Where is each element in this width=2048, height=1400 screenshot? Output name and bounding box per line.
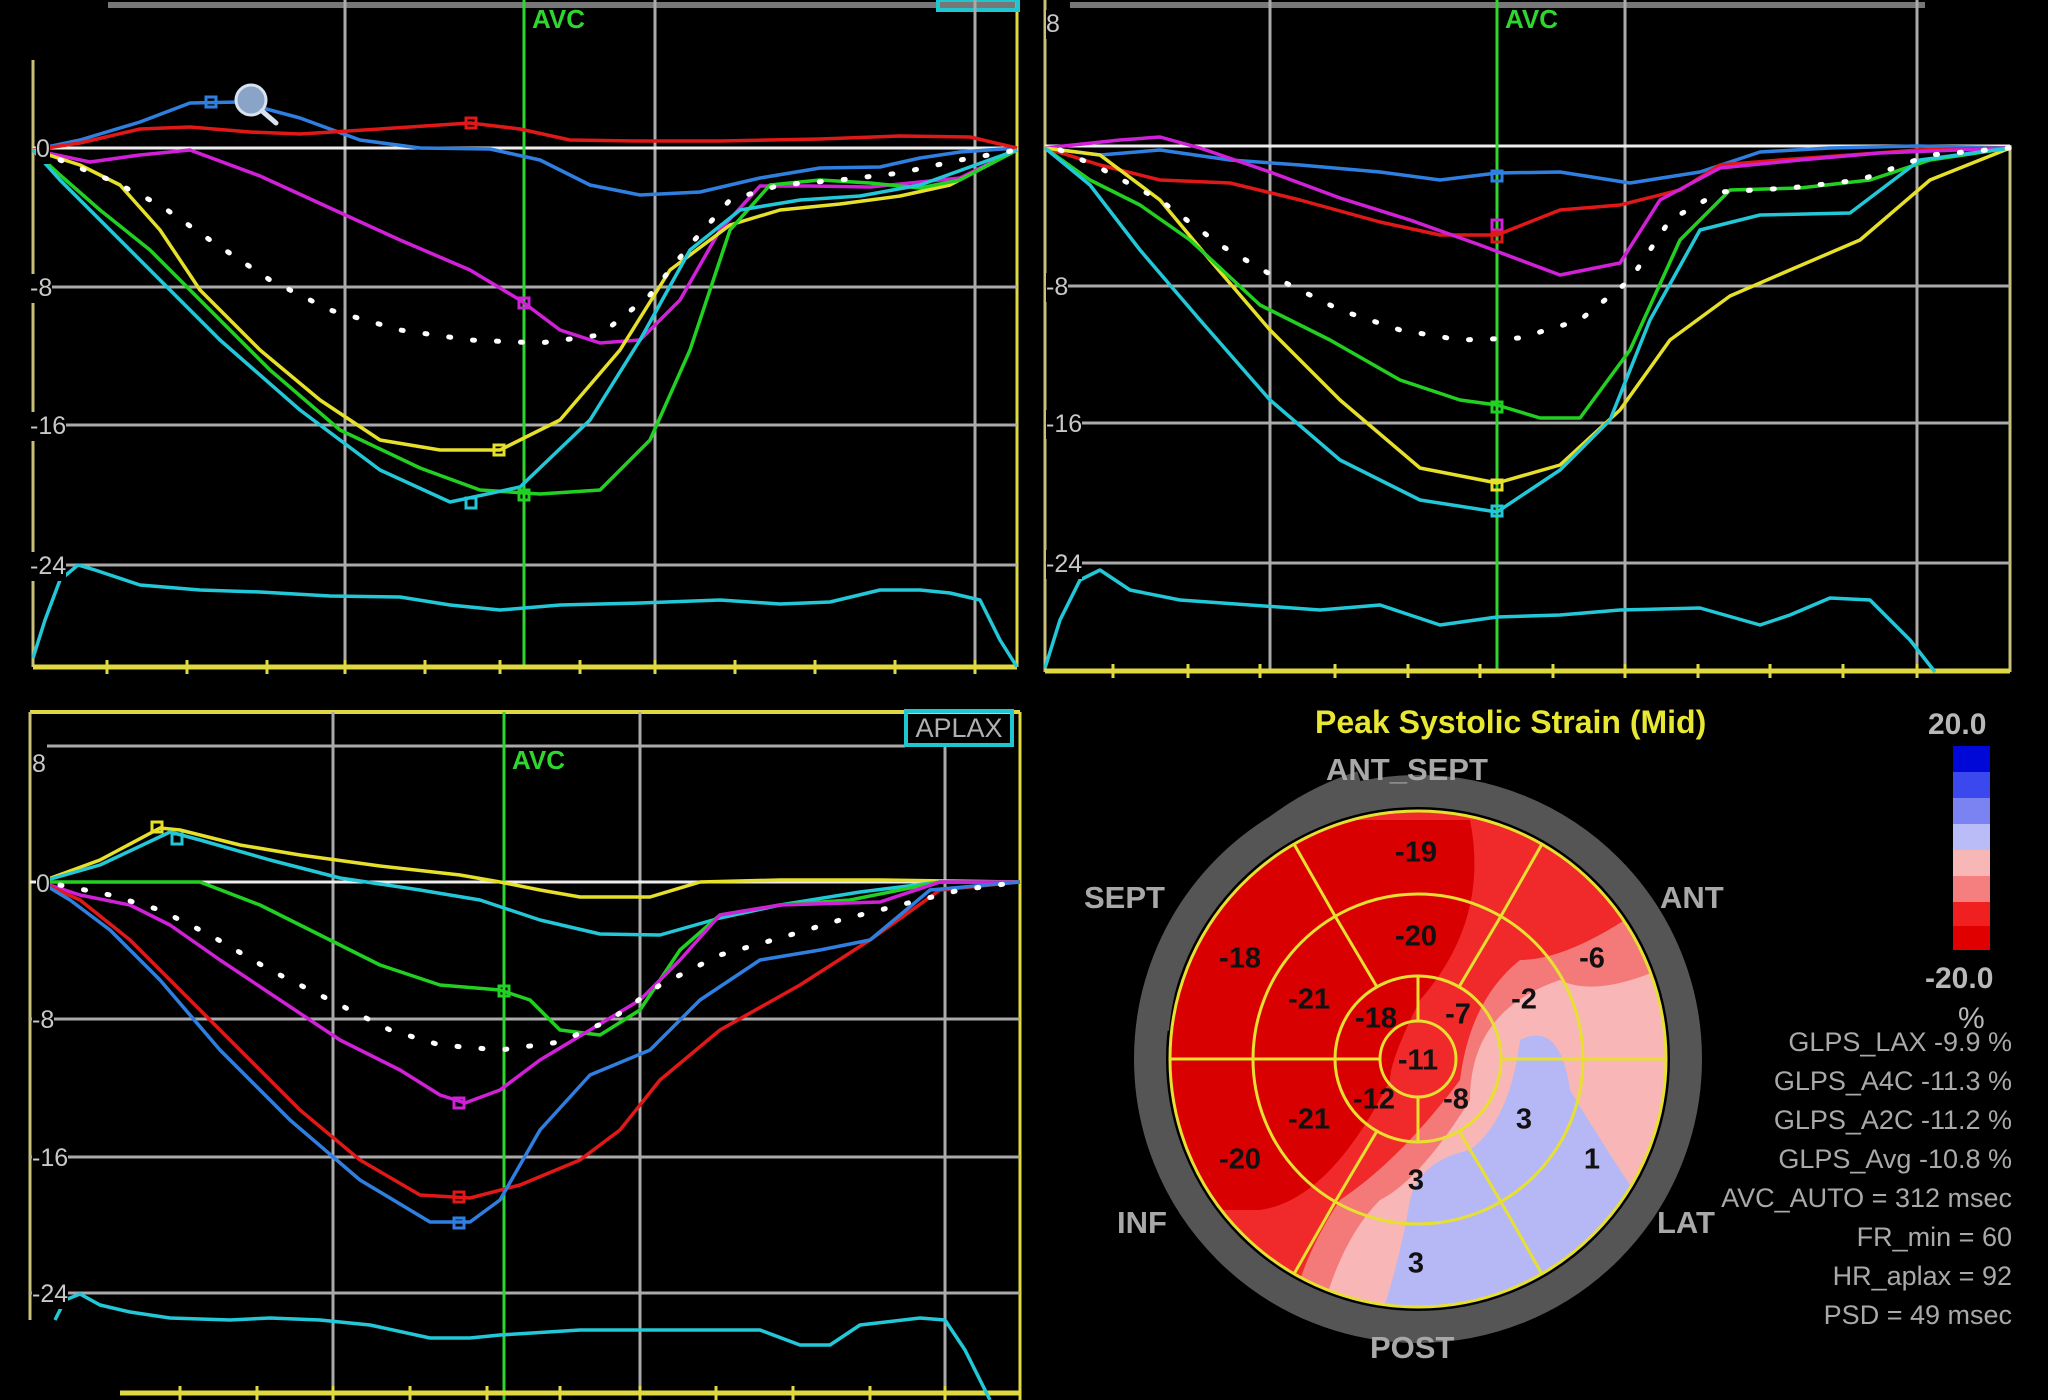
wall-label-ant: ANT [1660, 880, 1724, 915]
panel-top-right [1043, 0, 2013, 678]
panel-top-left [31, 0, 1020, 674]
y-tick-8pos-bottom-left: 8 [32, 750, 46, 779]
y-tick-16-top-right: -16 [1046, 410, 1083, 439]
segment-apical-ant: -7 [1445, 998, 1471, 1031]
segment-mid-lat: 3 [1515, 1103, 1533, 1136]
stat-glps-a4c: GLPS_A4C -11.3 % [1773, 1066, 2012, 1096]
stat-glps-a2c: GLPS_A2C -11.2 % [1773, 1105, 2012, 1135]
segment-mid-ant: -2 [1511, 983, 1537, 1016]
y-tick-24-bottom-left: -24 [32, 1280, 69, 1309]
colorbar-min-label: -20.0 [1925, 962, 1994, 995]
colorbar-unit-label: % [1958, 1002, 1985, 1035]
bullseye-title: Peak Systolic Strain (Mid) [1315, 704, 1707, 740]
y-tick-16-bottom-left: -16 [32, 1144, 69, 1173]
segment-basal-ant: -6 [1579, 942, 1605, 975]
bullseye-plot [1134, 771, 1702, 1343]
avc-label-bottom-left: AVC [512, 745, 565, 775]
segment-mid-post: 3 [1407, 1164, 1425, 1197]
segment-mid-sept: -21 [1288, 983, 1330, 1016]
segment-basal-post: 3 [1407, 1247, 1425, 1280]
segment-apex: -11 [1397, 1044, 1439, 1077]
view-label-aplax[interactable]: APLAX [904, 709, 1014, 747]
segment-basal-ant-sept: -19 [1395, 836, 1437, 869]
y-tick-8pos-top-right: 8 [1046, 10, 1060, 39]
y-tick-0-top-left: 0 [36, 135, 50, 164]
stat-glps-lax: GLPS_LAX -9.9 % [1788, 1027, 2012, 1057]
wall-label-lat: LAT [1657, 1205, 1715, 1240]
segment-basal-lat: 1 [1583, 1143, 1601, 1176]
segment-mid-inf: -21 [1288, 1103, 1330, 1136]
wall-label-post: POST [1370, 1330, 1455, 1365]
stat-psd: PSD = 49 msec [1823, 1300, 2012, 1330]
y-tick-24-top-right: -24 [1046, 550, 1083, 579]
y-tick-8-top-right: -8 [1046, 273, 1069, 302]
avc-label-top-left: AVC [532, 4, 585, 34]
y-tick-24-top-left: -24 [30, 552, 67, 581]
stat-hr-aplax: HR_aplax = 92 [1832, 1261, 2012, 1291]
segment-basal-sept: -18 [1219, 942, 1261, 975]
wall-label-sept: SEPT [1084, 880, 1165, 915]
segment-apical-lat: -8 [1443, 1083, 1469, 1116]
avc-label-top-right: AVC [1505, 4, 1558, 34]
y-tick-16-top-left: -16 [30, 412, 67, 441]
stat-avc-auto: AVC_AUTO = 312 msec [1721, 1183, 2012, 1213]
y-tick-0-bottom-left: 0 [36, 870, 50, 899]
segment-mid-ant-sept: -20 [1395, 920, 1437, 953]
wall-label-ant-sept: ANT_SEPT [1326, 752, 1488, 787]
strain-stats: GLPS_LAX -9.9 % GLPS_A4C -11.3 % GLPS_A2… [1721, 1023, 2012, 1335]
stat-glps-avg: GLPS_Avg -10.8 % [1778, 1144, 2012, 1174]
wall-label-inf: INF [1117, 1205, 1167, 1240]
colorbar [1953, 746, 1990, 950]
y-tick-8-bottom-left: -8 [32, 1006, 55, 1035]
segment-basal-inf: -20 [1219, 1143, 1261, 1176]
stat-fr-min: FR_min = 60 [1856, 1222, 2012, 1252]
panel-bottom-left [28, 710, 1023, 1400]
colorbar-max-label: 20.0 [1928, 708, 1987, 741]
segment-apical-sept: -18 [1355, 1002, 1397, 1035]
segment-apical-inf: -12 [1353, 1083, 1395, 1116]
y-tick-8-top-left: -8 [30, 274, 53, 303]
magnifier-icon[interactable] [234, 83, 279, 126]
